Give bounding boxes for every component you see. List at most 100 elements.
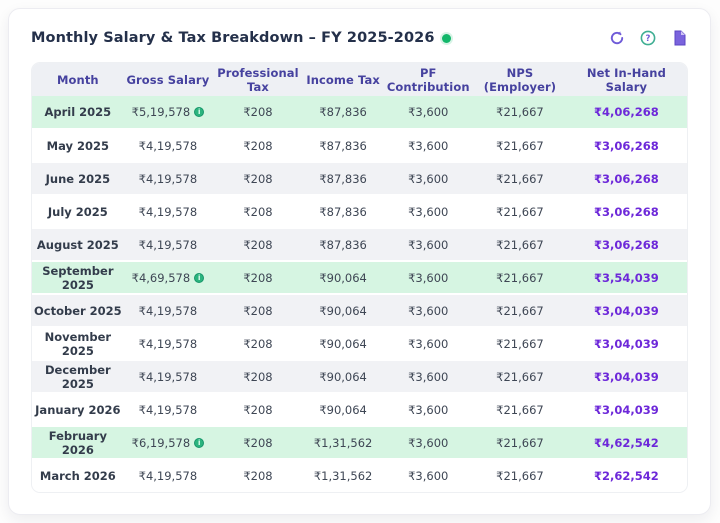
- net-in-hand-cell: ₹3,06,268: [594, 204, 659, 219]
- table-row[interactable]: July 2025 ₹4,19,578 ₹208 ₹87,836 ₹3,600 …: [32, 195, 687, 228]
- status-dot-icon: [441, 33, 451, 43]
- gross-salary-cell: ₹4,19,578: [124, 228, 212, 261]
- table-row[interactable]: December 2025 ₹4,19,578 ₹208 ₹90,064 ₹3,…: [32, 360, 687, 393]
- net-in-hand-cell: ₹4,62,542: [594, 435, 659, 450]
- pf-contribution-cell: ₹3,600: [408, 138, 449, 153]
- income-tax-cell: ₹1,31,562: [313, 435, 373, 450]
- nps-employer-cell: ₹21,667: [496, 402, 544, 417]
- gross-salary-cell: ₹4,19,578: [124, 162, 212, 195]
- nps-employer-cell: ₹21,667: [496, 270, 544, 285]
- table-row[interactable]: March 2026 ₹4,19,578 ₹208 ₹1,31,562 ₹3,6…: [32, 459, 687, 492]
- income-tax-cell: ₹87,836: [319, 204, 367, 219]
- pf-contribution-cell: ₹3,600: [408, 270, 449, 285]
- salary-breakdown-card: Monthly Salary & Tax Breakdown – FY 2025…: [8, 8, 711, 515]
- salary-table: Month Gross Salary Professional Tax Income …: [32, 63, 687, 492]
- month-cell: August 2025: [36, 237, 119, 252]
- month-cell: May 2025: [46, 138, 110, 153]
- pf-contribution-cell: ₹3,600: [408, 171, 449, 186]
- help-icon: ?: [640, 30, 656, 46]
- pf-contribution-cell: ₹3,600: [408, 469, 449, 483]
- table-header-row: Month Gross Salary Professional Tax Income …: [32, 63, 687, 96]
- toolbar: ?: [608, 29, 688, 47]
- gross-salary-value: ₹6,19,578: [131, 435, 191, 450]
- month-cell: July 2025: [47, 204, 108, 219]
- net-in-hand-cell: ₹3,06,268: [594, 237, 659, 252]
- column-header: Month: [56, 72, 99, 87]
- income-tax-cell: ₹90,064: [319, 303, 367, 318]
- income-tax-cell: ₹87,836: [319, 237, 367, 252]
- table-row[interactable]: September 2025 ₹4,69,578 i ₹208 ₹90,064 …: [32, 261, 687, 294]
- gross-salary-value: ₹4,19,578: [138, 204, 198, 219]
- income-tax-cell: ₹87,836: [319, 171, 367, 186]
- nps-employer-cell: ₹21,667: [496, 303, 544, 318]
- svg-text:?: ?: [646, 34, 651, 44]
- net-in-hand-cell: ₹3,04,039: [594, 402, 659, 417]
- document-icon: [672, 30, 687, 46]
- column-header: Net In-Hand Salary: [586, 65, 666, 94]
- gross-salary-cell: ₹5,19,578 i: [124, 96, 212, 129]
- gross-salary-value: ₹4,19,578: [138, 303, 198, 318]
- pf-contribution-cell: ₹3,600: [408, 204, 449, 219]
- nps-employer-cell: ₹21,667: [496, 336, 544, 351]
- nps-employer-cell: ₹21,667: [496, 469, 544, 483]
- gross-salary-cell: ₹4,19,578: [124, 195, 212, 228]
- gross-salary-value: ₹4,19,578: [138, 369, 198, 384]
- net-in-hand-cell: ₹3,04,039: [594, 336, 659, 351]
- table-row[interactable]: June 2025 ₹4,19,578 ₹208 ₹87,836 ₹3,600 …: [32, 162, 687, 195]
- title-wrap: Monthly Salary & Tax Breakdown – FY 2025…: [31, 30, 451, 46]
- page-title: Monthly Salary & Tax Breakdown – FY 2025…: [31, 30, 435, 46]
- income-tax-cell: ₹90,064: [319, 402, 367, 417]
- income-tax-cell: ₹90,064: [319, 270, 367, 285]
- table-row[interactable]: August 2025 ₹4,19,578 ₹208 ₹87,836 ₹3,60…: [32, 228, 687, 261]
- gross-salary-cell: ₹4,19,578: [124, 459, 212, 492]
- professional-tax-cell: ₹208: [243, 105, 273, 119]
- month-cell: December 2025: [45, 362, 111, 391]
- nps-employer-cell: ₹21,667: [496, 369, 544, 384]
- professional-tax-cell: ₹208: [243, 336, 273, 351]
- pf-contribution-cell: ₹3,600: [408, 435, 449, 450]
- refresh-button[interactable]: [608, 29, 626, 47]
- net-in-hand-cell: ₹3,54,039: [594, 270, 659, 285]
- table-body: April 2025 ₹5,19,578 i ₹208 ₹87,836 ₹3,6…: [32, 96, 687, 492]
- table-row[interactable]: November 2025 ₹4,19,578 ₹208 ₹90,064 ₹3,…: [32, 327, 687, 360]
- month-cell: February 2026: [48, 428, 107, 457]
- income-tax-cell: ₹90,064: [319, 369, 367, 384]
- salary-hike-info-icon[interactable]: i: [194, 437, 205, 448]
- table-row[interactable]: April 2025 ₹5,19,578 i ₹208 ₹87,836 ₹3,6…: [32, 96, 687, 129]
- gross-salary-cell: ₹4,69,578 i: [124, 261, 212, 294]
- table-row[interactable]: January 2026 ₹4,19,578 ₹208 ₹90,064 ₹3,6…: [32, 393, 687, 426]
- pf-contribution-cell: ₹3,600: [408, 402, 449, 417]
- professional-tax-cell: ₹208: [243, 270, 273, 285]
- help-button[interactable]: ?: [639, 29, 657, 47]
- pf-contribution-cell: ₹3,600: [408, 105, 449, 119]
- table-row[interactable]: May 2025 ₹4,19,578 ₹208 ₹87,836 ₹3,600 ₹…: [32, 129, 687, 162]
- card-header: Monthly Salary & Tax Breakdown – FY 2025…: [31, 29, 688, 47]
- month-cell: June 2025: [45, 171, 111, 186]
- nps-employer-cell: ₹21,667: [496, 105, 544, 119]
- gross-salary-value: ₹5,19,578: [131, 105, 191, 119]
- nps-employer-cell: ₹21,667: [496, 435, 544, 450]
- pf-contribution-cell: ₹3,600: [408, 237, 449, 252]
- gross-salary-cell: ₹4,19,578: [124, 360, 212, 393]
- gross-salary-cell: ₹4,19,578: [124, 294, 212, 327]
- salary-hike-info-icon[interactable]: i: [194, 272, 205, 283]
- income-tax-cell: ₹87,836: [319, 105, 367, 119]
- gross-salary-cell: ₹4,19,578: [124, 393, 212, 426]
- net-in-hand-cell: ₹3,04,039: [594, 369, 659, 384]
- professional-tax-cell: ₹208: [243, 171, 273, 186]
- month-cell: September 2025: [42, 263, 114, 292]
- gross-salary-value: ₹4,19,578: [138, 237, 198, 252]
- refresh-icon: [609, 30, 625, 46]
- table-row[interactable]: February 2026 ₹6,19,578 i ₹208 ₹1,31,562…: [32, 426, 687, 459]
- professional-tax-cell: ₹208: [243, 369, 273, 384]
- net-in-hand-cell: ₹3,04,039: [594, 303, 659, 318]
- document-button[interactable]: [670, 29, 688, 47]
- gross-salary-value: ₹4,69,578: [131, 270, 191, 285]
- income-tax-cell: ₹1,31,562: [313, 469, 373, 483]
- professional-tax-cell: ₹208: [243, 435, 273, 450]
- pf-contribution-cell: ₹3,600: [408, 369, 449, 384]
- gross-salary-value: ₹4,19,578: [138, 469, 198, 483]
- salary-hike-info-icon[interactable]: i: [194, 107, 205, 117]
- table-row[interactable]: October 2025 ₹4,19,578 ₹208 ₹90,064 ₹3,6…: [32, 294, 687, 327]
- gross-salary-value: ₹4,19,578: [138, 138, 198, 153]
